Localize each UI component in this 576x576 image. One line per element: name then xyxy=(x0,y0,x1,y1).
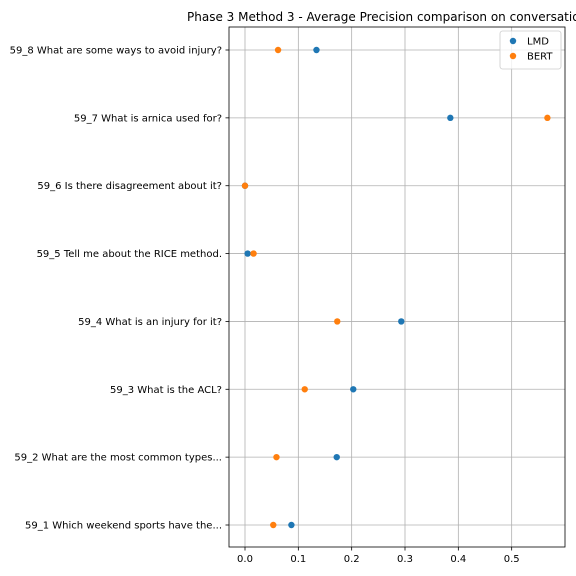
x-tick-label: 0.3 xyxy=(397,554,413,565)
legend-label-lmd: LMD xyxy=(527,37,549,48)
x-tick-label: 0.2 xyxy=(344,554,360,565)
plot-frame xyxy=(228,26,566,548)
x-tick-label: 0.1 xyxy=(290,554,306,565)
data-point-lmd xyxy=(333,453,340,461)
y-tick-label: 59_5 Tell me about the RICE method. xyxy=(37,249,222,260)
y-tick-label: 59_1 Which weekend sports have the... xyxy=(25,521,222,532)
y-tick-label: 59_4 What is an injury for it? xyxy=(78,317,222,328)
data-point-bert xyxy=(241,182,249,189)
y-tick-label: 59_8 What are some ways to avoid injury? xyxy=(10,46,222,57)
data-point-bert xyxy=(334,318,341,325)
data-point-lmd xyxy=(244,250,251,257)
axes: 0.0 0.1 0.2 0.3 0.4 0.5 59_1 Which weekend spo… xyxy=(10,26,566,565)
chart-title: Phase 3 Method 3 - Average Precision com… xyxy=(187,10,576,24)
y-tick-label: 59_7 What is arnica used for? xyxy=(74,113,222,124)
grid xyxy=(229,27,565,547)
y-tick-label: 59_6 Is there disagreement about it? xyxy=(37,181,222,192)
data-point-lmd xyxy=(350,386,357,393)
data-points xyxy=(241,46,551,529)
data-point-lmd xyxy=(398,318,405,325)
x-tick-label: 0.4 xyxy=(450,554,466,565)
y-tick-label: 59_2 What are the most common types... xyxy=(14,453,222,464)
data-point-lmd xyxy=(447,114,454,122)
data-point-bert xyxy=(544,114,551,122)
legend-marker-lmd xyxy=(509,37,517,45)
x-tick-label: 0.5 xyxy=(504,554,520,565)
data-point-bert xyxy=(250,250,257,257)
data-point-bert xyxy=(301,386,308,393)
data-point-lmd xyxy=(288,521,295,529)
legend-marker-bert xyxy=(509,52,517,60)
legend: LMD BERT xyxy=(499,30,562,70)
y-tick-label: 59_3 What is the ACL? xyxy=(110,385,222,396)
data-point-bert xyxy=(270,521,277,529)
x-tick-label: 0.0 xyxy=(237,554,253,565)
data-point-bert xyxy=(273,453,280,461)
data-point-lmd xyxy=(313,46,320,54)
data-point-bert xyxy=(274,46,282,54)
legend-label-bert: BERT xyxy=(527,52,553,63)
